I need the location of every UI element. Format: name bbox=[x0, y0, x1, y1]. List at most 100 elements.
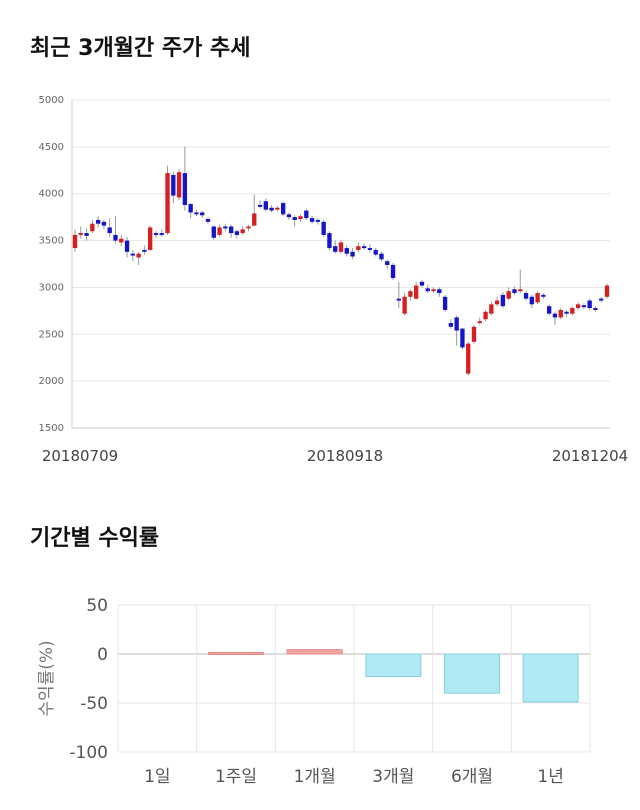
candle bbox=[500, 292, 506, 309]
candle-body bbox=[344, 248, 349, 254]
candle-body bbox=[338, 242, 344, 252]
return-y-tick: -50 bbox=[80, 694, 108, 714]
candle-body bbox=[188, 204, 193, 213]
candle bbox=[234, 229, 240, 239]
candle-body bbox=[425, 288, 430, 292]
return-x-tick: 1년 bbox=[537, 767, 563, 787]
candle-body bbox=[408, 291, 413, 297]
candlestick-chart: 5000 4500 4000 3500 3000 2500 2000 1500 2018070… bbox=[39, 95, 629, 465]
candle-body bbox=[72, 234, 78, 249]
candle-body bbox=[494, 300, 500, 305]
candle bbox=[275, 205, 280, 212]
return-bar bbox=[443, 653, 501, 694]
candle bbox=[119, 234, 124, 247]
price-y-tick: 3000 bbox=[39, 282, 64, 293]
candle bbox=[408, 289, 413, 301]
candle-body bbox=[385, 261, 390, 265]
candle bbox=[200, 210, 205, 219]
candle bbox=[188, 203, 193, 219]
price-y-tick: 4000 bbox=[39, 189, 64, 200]
candle bbox=[593, 306, 598, 312]
candle bbox=[466, 341, 471, 376]
candle bbox=[419, 279, 425, 288]
candle bbox=[90, 219, 95, 234]
candle bbox=[223, 223, 228, 232]
candle-body bbox=[217, 227, 222, 235]
candle bbox=[477, 317, 482, 325]
candle bbox=[552, 311, 558, 325]
candle-body bbox=[373, 249, 378, 255]
candle bbox=[581, 303, 587, 309]
candle-body bbox=[564, 311, 569, 314]
candle-body bbox=[101, 221, 107, 226]
candle bbox=[431, 287, 436, 294]
candle-body bbox=[575, 304, 581, 309]
candle-body bbox=[298, 216, 303, 220]
return-y-ticks: 50 0 -50 -100 bbox=[69, 596, 108, 763]
candle-body bbox=[327, 233, 332, 249]
candle-body bbox=[350, 251, 355, 257]
candle-body bbox=[275, 207, 280, 210]
return-bars bbox=[207, 649, 579, 703]
candle-body bbox=[153, 233, 159, 235]
candle-body bbox=[460, 328, 465, 348]
stock-trend-title: 최근 3개월간 주가 추세 bbox=[30, 36, 251, 61]
candle-body bbox=[535, 293, 540, 303]
candle bbox=[309, 216, 315, 224]
candle bbox=[350, 248, 355, 260]
return-y-tick: -100 bbox=[69, 743, 108, 763]
candle-body bbox=[90, 223, 95, 232]
candle bbox=[442, 294, 448, 312]
candle-body bbox=[558, 309, 563, 318]
candle-body bbox=[454, 317, 459, 331]
candle bbox=[471, 324, 477, 344]
candle-body bbox=[604, 285, 610, 297]
candle bbox=[373, 248, 378, 257]
candle-body bbox=[171, 174, 176, 196]
candle-body bbox=[78, 233, 83, 235]
candle bbox=[460, 327, 465, 350]
return-x-tick: 1주일 bbox=[215, 767, 257, 787]
candle-body bbox=[269, 207, 274, 211]
price-y-tick: 1500 bbox=[39, 423, 64, 434]
return-x-tick: 1개월 bbox=[294, 767, 336, 787]
candle bbox=[286, 212, 292, 220]
candle bbox=[361, 243, 367, 250]
candle-body bbox=[581, 305, 587, 308]
candle-body bbox=[356, 246, 361, 250]
candle-body bbox=[333, 246, 338, 252]
candle bbox=[257, 200, 263, 209]
candle-body bbox=[309, 218, 315, 222]
candle-body bbox=[315, 219, 321, 222]
candle-body bbox=[442, 296, 448, 310]
candle bbox=[587, 298, 592, 310]
candle-body bbox=[367, 248, 373, 250]
price-y-tick: 2000 bbox=[39, 376, 64, 387]
candle bbox=[95, 216, 101, 228]
candle bbox=[281, 201, 286, 217]
candle bbox=[535, 291, 540, 305]
candle bbox=[159, 229, 164, 237]
candle bbox=[529, 294, 534, 309]
return-x-tick: 6개월 bbox=[451, 767, 493, 787]
return-y-tick: 0 bbox=[97, 645, 108, 665]
candle bbox=[402, 293, 407, 316]
candle bbox=[570, 306, 575, 316]
candle bbox=[327, 231, 332, 250]
date-x-tick: 20180918 bbox=[307, 447, 383, 465]
candle bbox=[263, 198, 268, 212]
candle bbox=[483, 309, 488, 322]
candle-body bbox=[512, 289, 517, 294]
candle bbox=[315, 218, 321, 225]
candle-body bbox=[523, 293, 529, 299]
candle bbox=[298, 214, 303, 222]
return-bar bbox=[522, 653, 579, 703]
candle-body bbox=[246, 226, 251, 229]
candle-body bbox=[518, 289, 523, 292]
candle bbox=[171, 172, 176, 204]
candle bbox=[494, 296, 500, 307]
candle bbox=[182, 146, 188, 211]
candle-body bbox=[361, 246, 367, 249]
candle bbox=[575, 302, 581, 310]
price-candles bbox=[72, 146, 610, 376]
